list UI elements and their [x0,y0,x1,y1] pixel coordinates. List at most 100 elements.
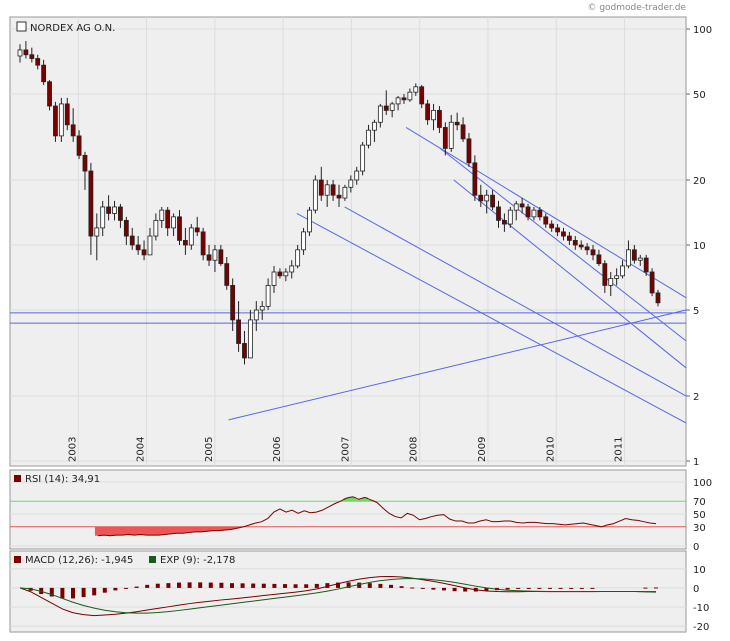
candle-body [307,209,312,233]
candle-body [377,105,383,123]
candle-body [437,109,442,128]
candle-body [277,271,283,277]
macd-histogram-bar [49,587,54,597]
macd-histogram-bar [145,584,150,588]
macd-histogram-bar [314,583,319,588]
trend-line [405,127,687,299]
macd-histogram-bar [261,583,266,588]
candle-body [188,227,194,246]
trend-line [344,206,687,397]
rsi-tick-label: 100 [693,478,712,489]
candle-body [17,49,23,57]
macd-histogram-bar [643,587,648,589]
candle-body [655,292,661,304]
macd-histogram-bar [505,587,510,590]
candle-body [649,271,655,294]
candle-body [177,216,182,241]
candle-body [47,81,52,107]
candle-body [123,219,129,237]
candle-body [253,309,259,321]
candle-body [206,254,212,261]
macd-histogram-bar [410,587,415,589]
y-tick-label: 50 [693,90,706,101]
macd-histogram [28,582,658,599]
candle-body [29,54,35,59]
candle-body [200,231,206,256]
y-tick-label: 1 [693,457,699,468]
macd-histogram-bar [654,587,658,589]
candle-body [242,343,247,359]
macd-histogram-bar [526,587,531,589]
candle-body [496,206,501,221]
price-grid [10,17,686,466]
candle-body [490,194,495,208]
candle-body [407,91,413,101]
macd-histogram-bar [336,582,340,588]
exp-signal-line [19,578,657,614]
macd-histogram-bar [569,587,574,589]
candle-body [442,127,448,149]
exp-legend-icon [149,556,156,563]
x-tick-label: 2006 [272,437,283,462]
candle-body [555,227,560,233]
candle-body [301,231,306,251]
x-tick-label: 2009 [477,437,488,462]
copyright-text: © godmode-trader.de [587,3,686,13]
macd-histogram-bar [113,587,118,591]
macd-histogram-bar [325,583,330,588]
candle-body [53,105,58,137]
candle-body [413,86,419,93]
candle-body [212,249,218,261]
macd-histogram-bar [590,587,595,589]
candle-body [236,319,241,344]
candle-body [631,249,637,261]
price-y-ticks: 100 50 20 10 5 2 1 [686,25,712,468]
y-tick-label: 2 [693,392,699,403]
macd-tick-label: -10 [693,603,709,614]
candle-body [366,129,371,146]
trend-lines [228,127,687,424]
candle-body [112,206,117,214]
y-tick-label: 10 [693,241,706,252]
macd-histogram-bar [71,587,75,599]
macd-histogram-bar [283,584,287,588]
macd-histogram-bar [431,587,436,590]
candle-body [608,278,614,286]
legend-square-icon [16,21,27,32]
x-tick-label: 2004 [136,437,147,462]
candle-body [159,209,165,221]
candle-body [183,240,188,246]
candle-body [312,179,318,211]
macd-tick-label: 10 [693,565,706,576]
candle-body [64,103,70,126]
macd-tick-label: -20 [693,622,709,633]
macd-histogram-bar [558,587,563,589]
macd-y-ticks: 10 0 -10 -20 [693,565,709,633]
candle-body [561,231,566,237]
candle-body [425,103,431,121]
x-tick-label: 2011 [614,437,625,462]
macd-histogram-bar [346,582,351,588]
macd-histogram-bar [177,582,181,588]
macd-histogram-bar [230,583,234,588]
candle-body [507,209,513,225]
candle-body [58,103,64,137]
macd-histogram-bar [304,584,309,588]
candle-body [389,103,395,111]
candle-body [620,265,625,277]
candle-body [460,124,466,140]
candle-body [76,135,82,156]
macd-label: MACD (12,26): -1,945 [25,555,133,566]
trend-line [453,179,687,369]
candle-body [342,186,348,199]
trend-line [228,309,687,421]
macd-histogram-bar [484,587,489,591]
candle-body [247,319,253,359]
rsi-legend-icon [14,475,21,482]
macd-histogram-bar [60,587,65,599]
candle-body [431,109,436,121]
y-tick-label: 5 [693,306,699,317]
candle-body [348,179,354,188]
candle-body [360,144,366,172]
